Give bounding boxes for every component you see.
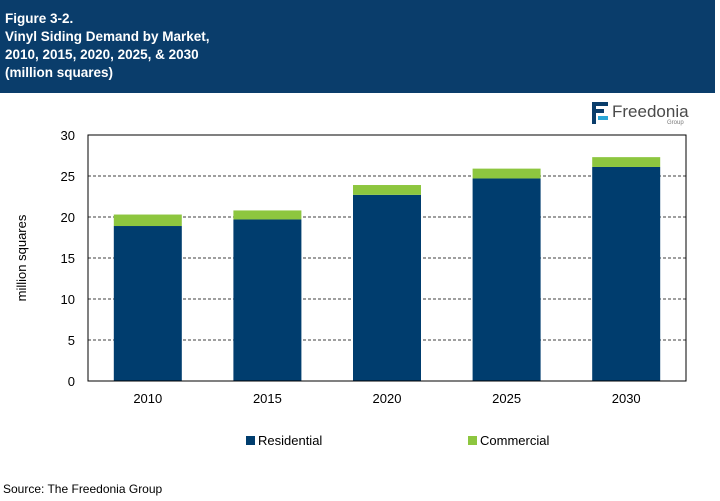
- y-tick-label: 15: [61, 251, 75, 266]
- freedonia-logo-sub: Group: [667, 120, 684, 126]
- y-axis-label: million squares: [14, 214, 29, 301]
- x-tick-label: 2030: [612, 391, 641, 406]
- x-tick-label: 2025: [492, 391, 521, 406]
- x-tick-label: 2020: [373, 391, 402, 406]
- legend-swatch-commercial: [468, 436, 477, 445]
- y-tick-label: 10: [61, 292, 75, 307]
- bar-commercial-2020: [353, 185, 421, 195]
- legend-label-commercial: Commercial: [480, 433, 549, 448]
- legend: Residential Commercial: [246, 433, 549, 448]
- figure-title-line-3: (million squares): [5, 65, 114, 80]
- freedonia-logo-icon: [592, 102, 608, 124]
- bar-commercial-2010: [113, 214, 182, 227]
- x-tick-label: 2015: [253, 391, 282, 406]
- bar-residential-2025: [472, 178, 541, 381]
- bars: [113, 157, 661, 381]
- y-tick-label: 30: [61, 128, 75, 143]
- plot-frame: [87, 134, 687, 382]
- freedonia-logo: Freedonia Group: [590, 100, 700, 130]
- bar-residential-2010: [113, 226, 182, 381]
- figure-title-line-2: 2010, 2015, 2020, 2025, & 2030: [5, 47, 199, 62]
- legend-swatch-residential: [246, 436, 255, 445]
- figure-label: Figure 3-2.: [5, 11, 74, 26]
- legend-label-residential: Residential: [258, 433, 322, 448]
- bar-commercial-2015: [233, 210, 302, 220]
- figure-header: Figure 3-2. Vinyl Siding Demand by Marke…: [0, 0, 715, 93]
- bar-commercial-2030: [592, 157, 661, 167]
- x-tick-label: 2010: [133, 391, 162, 406]
- freedonia-logo-name: Freedonia: [612, 102, 689, 121]
- bar-residential-2020: [353, 194, 421, 381]
- y-tick-label: 25: [61, 169, 75, 184]
- source-note: Source: The Freedonia Group: [3, 482, 163, 496]
- bar-commercial-2025: [472, 168, 541, 179]
- y-tick-label: 20: [61, 210, 75, 225]
- y-tick-label: 5: [68, 333, 75, 348]
- figure-title-line-1: Vinyl Siding Demand by Market,: [5, 29, 210, 44]
- bar-residential-2030: [592, 166, 661, 381]
- y-tick-label: 0: [68, 374, 75, 389]
- bar-residential-2015: [233, 219, 302, 381]
